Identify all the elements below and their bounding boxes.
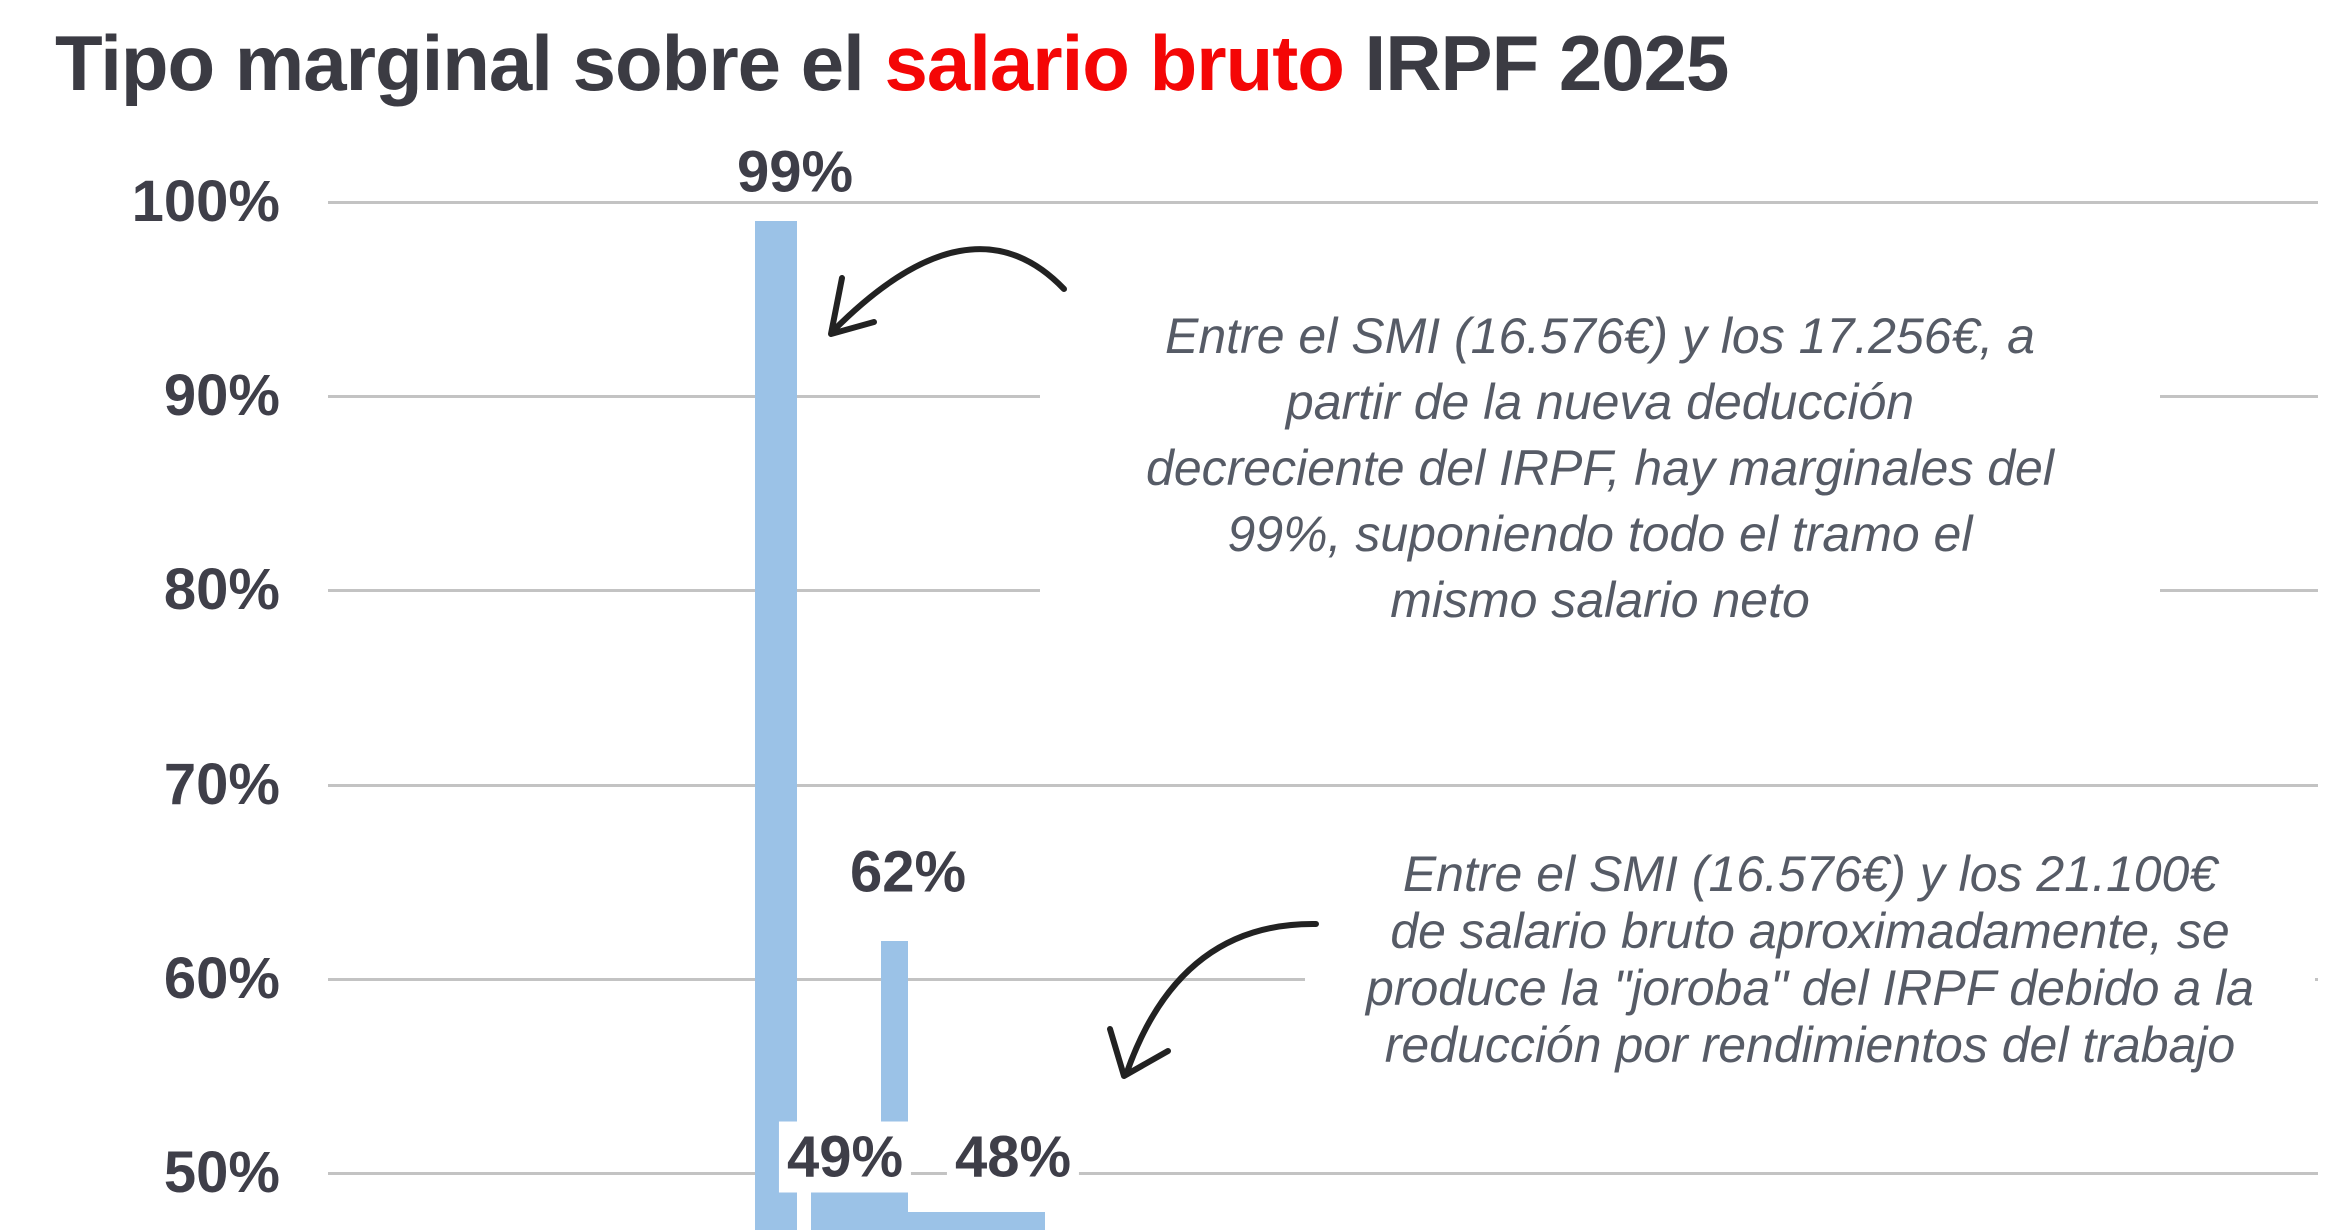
y-tick-80: 80% xyxy=(163,557,280,622)
curved-arrow-1-icon xyxy=(828,246,1067,337)
annotation-line: decreciente del IRPF, hay marginales del xyxy=(1146,440,2054,496)
bar-label-49: 49% xyxy=(778,1121,912,1193)
annotation-line: reducción por rendimientos del trabajo xyxy=(1384,1017,2236,1073)
y-tick-60: 60% xyxy=(163,946,280,1011)
bar-99-percent xyxy=(755,221,797,1230)
gridline-100 xyxy=(328,201,2318,204)
annotation-line: produce la "joroba" del IRPF debido a la xyxy=(1366,960,2254,1016)
bar-label-48: 48% xyxy=(946,1121,1080,1193)
annotation-99-marginal: Entre el SMI (16.576€) y los 17.256€, a … xyxy=(1040,303,2160,633)
bar-label-99: 99% xyxy=(736,139,854,205)
y-tick-50: 50% xyxy=(163,1140,280,1205)
bar-label-62: 62% xyxy=(849,839,967,905)
annotation-line: 99%, suponiendo todo el tramo el xyxy=(1227,506,1973,562)
annotation-line: partir de la nueva deducción xyxy=(1285,374,1915,430)
page-title: Tipo marginal sobre el salario bruto IRP… xyxy=(55,18,1730,109)
title-suffix: IRPF 2025 xyxy=(1343,19,1730,107)
y-tick-90: 90% xyxy=(163,363,280,428)
annotation-line: mismo salario neto xyxy=(1390,572,1810,628)
bar-49-percent xyxy=(811,1192,881,1230)
annotation-line: Entre el SMI (16.576€) y los 17.256€, a xyxy=(1165,308,2035,364)
bar-48-percent xyxy=(908,1212,1045,1230)
title-highlight: salario bruto xyxy=(884,19,1344,107)
gridline-50 xyxy=(328,1172,2318,1175)
annotation-line: de salario bruto aproximadamente, se xyxy=(1390,903,2230,959)
title-prefix: Tipo marginal sobre el xyxy=(55,19,885,107)
annotation-line: Entre el SMI (16.576€) y los 21.100€ xyxy=(1402,846,2218,902)
curved-arrow-2-icon xyxy=(1107,920,1319,1079)
gridline-70 xyxy=(328,784,2318,787)
y-tick-70: 70% xyxy=(163,752,280,817)
y-tick-100: 100% xyxy=(131,169,280,234)
annotation-joroba: Entre el SMI (16.576€) y los 21.100€ de … xyxy=(1305,846,2315,1074)
